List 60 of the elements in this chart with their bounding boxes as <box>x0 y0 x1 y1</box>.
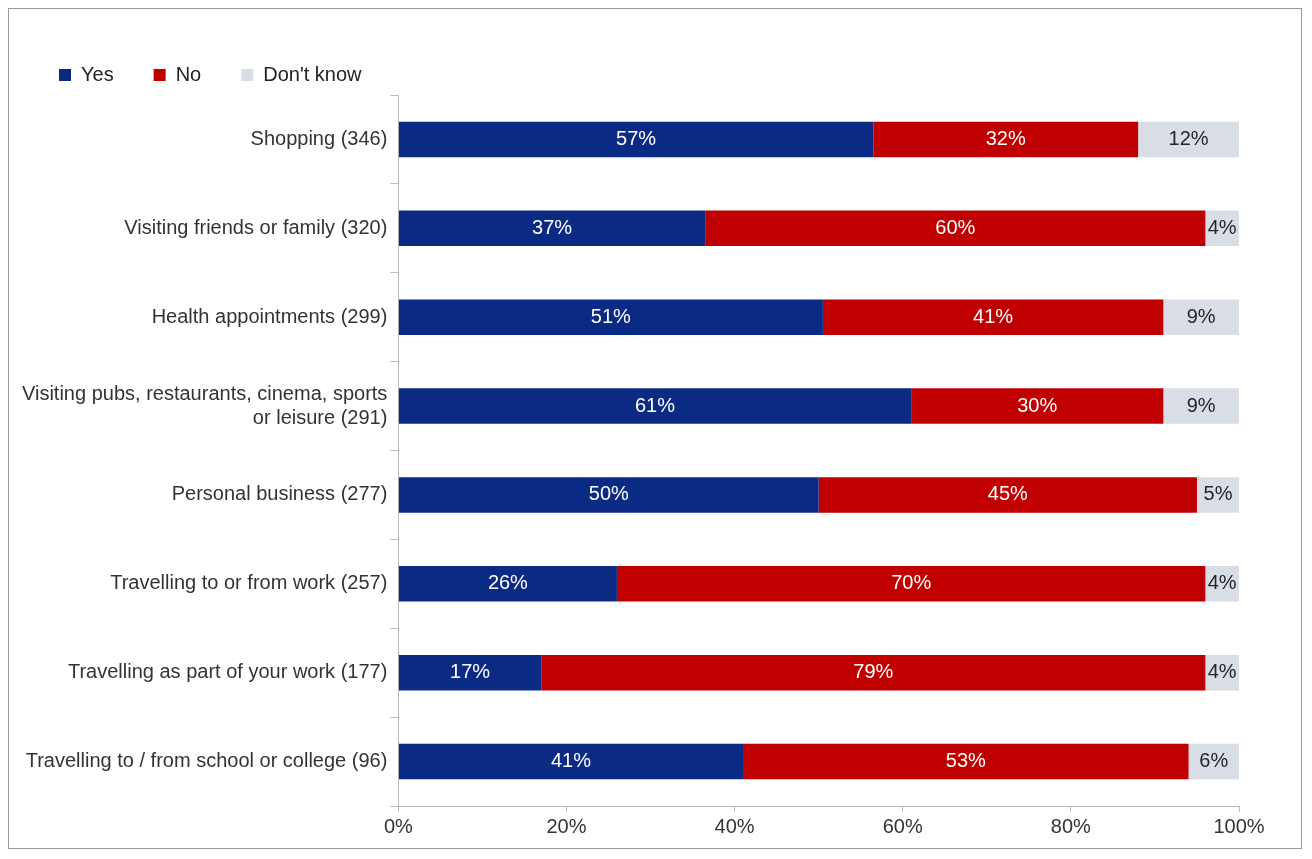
bar <box>398 121 874 158</box>
bar <box>1138 121 1239 158</box>
data-label: 32% <box>985 126 1026 149</box>
x-tick-label: 40% <box>714 814 755 837</box>
x-tick-label: 100% <box>1213 814 1265 837</box>
data-label: 61% <box>634 393 676 416</box>
data-label: 17% <box>450 660 491 683</box>
bar <box>1163 299 1239 335</box>
bar <box>398 654 542 691</box>
bar <box>1163 388 1239 424</box>
bar <box>398 388 912 424</box>
bar <box>705 210 1206 247</box>
bar <box>616 566 1206 602</box>
y-tick-label: Shopping (346) <box>250 126 388 149</box>
bar <box>822 299 1164 335</box>
bar <box>398 477 819 513</box>
y-tick-label: Personal business (277) <box>171 482 388 505</box>
legend-label: Yes <box>81 62 114 85</box>
y-tick-label: Travelling to / from school or college (96) <box>25 749 388 772</box>
data-label: 51% <box>590 304 632 327</box>
data-label: 9% <box>1186 304 1216 327</box>
data-label: 4% <box>1207 660 1237 683</box>
data-label: 57% <box>616 126 657 149</box>
bar <box>398 743 744 780</box>
data-label: 6% <box>1199 749 1229 772</box>
y-tick-label: Visiting pubs, restaurants, cinema, sports or leisure (291) <box>21 381 388 428</box>
bar <box>873 121 1139 158</box>
data-label: 4% <box>1207 571 1237 594</box>
legend-label: Don't know <box>263 62 363 85</box>
data-label: 9% <box>1186 393 1216 416</box>
legend-label: No <box>175 62 202 85</box>
bar <box>743 743 1189 780</box>
data-label: 37% <box>532 215 573 238</box>
bar <box>398 566 617 602</box>
data-label: 45% <box>987 482 1029 505</box>
x-tick-label: 20% <box>546 814 587 837</box>
y-tick-label: Travelling to or from work (257) <box>110 571 388 594</box>
data-label: 26% <box>487 571 529 594</box>
data-label: 12% <box>1168 126 1209 149</box>
x-tick-label: 80% <box>1050 814 1092 837</box>
data-label: 60% <box>935 215 976 238</box>
y-tick-label: Visiting friends or family (320) <box>124 215 388 238</box>
bar <box>541 654 1206 691</box>
data-label: 70% <box>891 571 932 594</box>
data-label: 41% <box>550 749 592 772</box>
y-tick-label: Health appointments (299) <box>151 304 388 327</box>
y-tick-label: Travelling as part of your work (177) <box>67 660 388 683</box>
x-tick-label: 0% <box>383 814 414 837</box>
data-label: 30% <box>1017 393 1058 416</box>
data-label: 41% <box>973 304 1014 327</box>
bar <box>818 477 1197 513</box>
bar <box>398 299 823 335</box>
bar <box>911 388 1164 424</box>
bar <box>398 210 706 247</box>
data-label: 5% <box>1203 482 1233 505</box>
data-label: 79% <box>853 660 894 683</box>
x-tick-label: 60% <box>882 814 923 837</box>
data-label: 50% <box>588 482 629 505</box>
data-label: 53% <box>945 749 987 772</box>
data-label: 4% <box>1207 215 1237 238</box>
